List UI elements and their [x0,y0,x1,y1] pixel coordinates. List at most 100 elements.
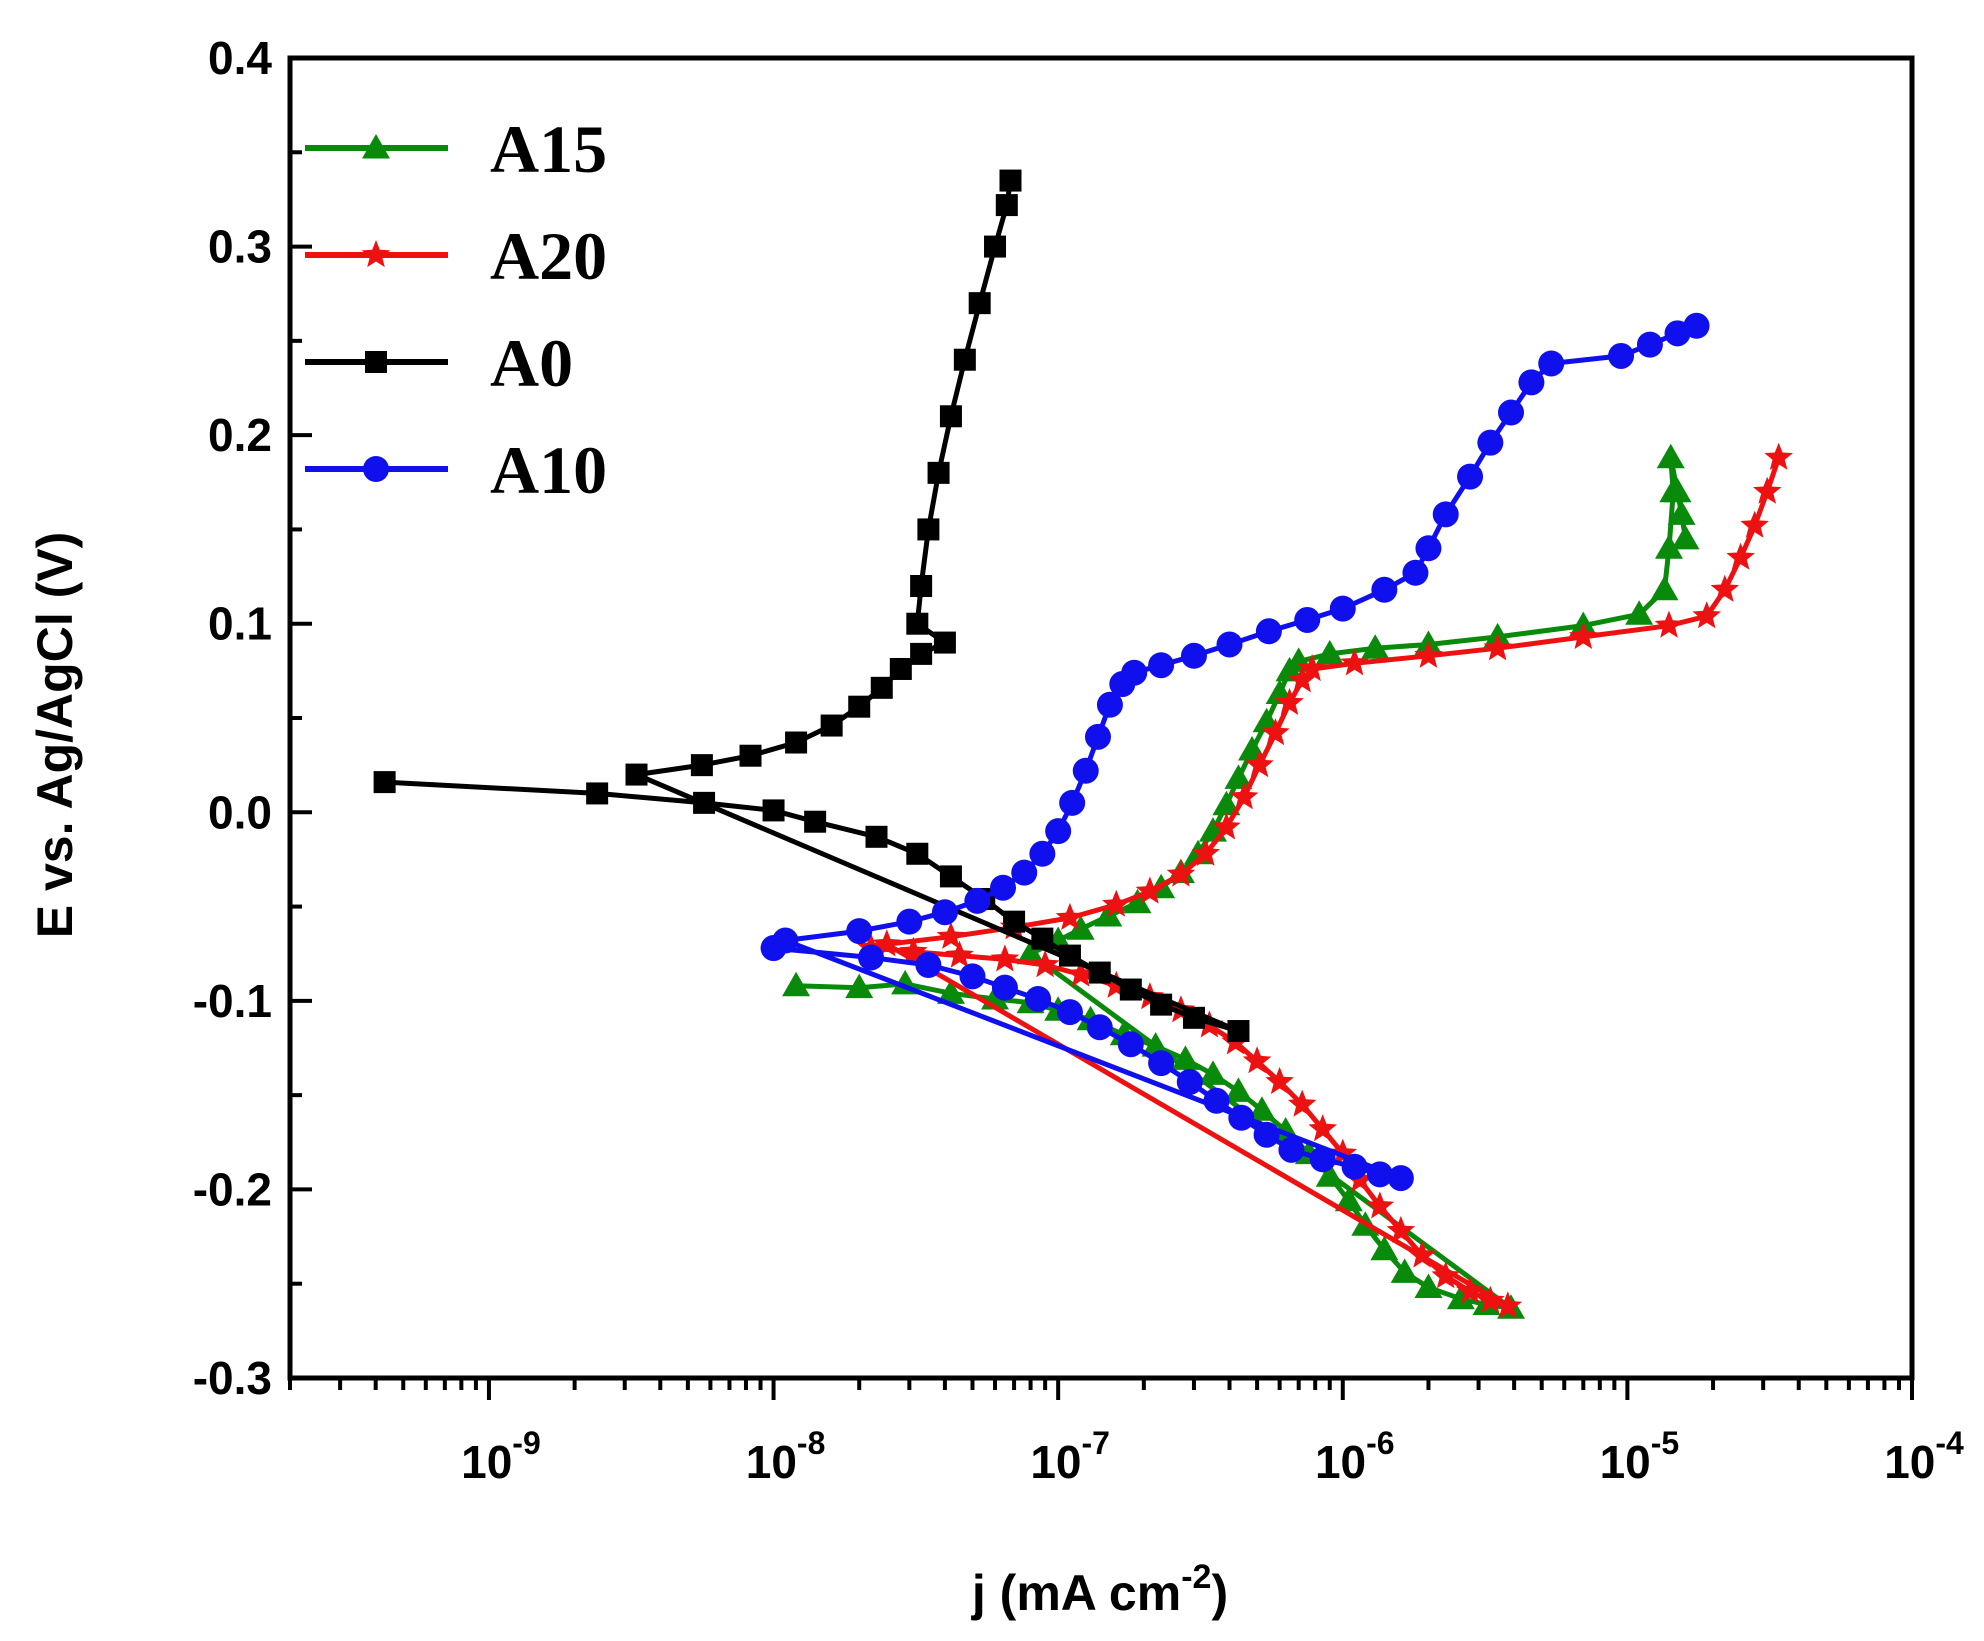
data-point-a10 [964,887,991,914]
data-point-a0 [999,169,1022,192]
data-point-a15 [1446,1284,1475,1310]
data-point-a20 [1710,574,1740,602]
y-tick-label: 0.2 [208,409,272,461]
data-point-a10 [1457,463,1484,490]
x-tick-label: 10-4 [1884,1425,1964,1488]
x-tick-exp: -9 [512,1425,540,1461]
data-layer [373,169,1793,1319]
data-point-a0 [690,754,713,777]
data-point-a15 [1334,1186,1363,1212]
y-tick-label: -0.1 [193,975,272,1027]
data-point-a10 [1497,399,1524,426]
x-tick-exp: -4 [1935,1425,1964,1461]
y-tick-label: 0.4 [208,32,272,84]
x-tick-base: 10 [461,1436,512,1488]
data-point-a10 [1025,985,1052,1012]
data-point-a20 [1569,621,1598,649]
legend-item-a15: A15 [305,111,607,187]
data-point-a10 [991,974,1018,1001]
data-point-a10 [1253,1121,1280,1148]
data-point-a20 [1287,665,1317,693]
data-point-a15 [1123,888,1152,914]
data-point-a10 [959,963,986,990]
x-tick-exp: -5 [1651,1425,1679,1461]
data-point-a10 [1309,1146,1336,1173]
legend-marker [362,134,390,159]
data-point-a0 [762,799,785,822]
data-point-a10 [1683,312,1710,339]
data-point-a20 [1386,1215,1416,1243]
data-point-a15 [1656,443,1685,469]
data-point-a10 [1056,999,1083,1026]
data-point-a15 [1671,524,1700,550]
data-point-a0 [939,405,962,428]
data-point-a20 [990,944,1020,972]
x-tick-label: 10-8 [746,1425,826,1488]
legend-item-a10: A10 [305,432,607,508]
data-point-a10 [1387,1165,1414,1192]
data-point-a10 [1045,818,1072,845]
data-point-a15 [1171,1045,1200,1070]
x-tick-exp: -7 [1082,1425,1110,1461]
data-point-a10 [989,874,1016,901]
data-point-a0 [1058,944,1081,967]
data-point-a0 [984,235,1007,258]
data-point-a10 [896,908,923,935]
data-point-a20 [945,940,974,968]
data-point-a20 [1212,812,1241,840]
data-point-a0 [927,461,950,484]
data-point-a10 [1636,331,1663,358]
data-point-a20 [1740,510,1769,538]
legend-item-a0: A0 [305,325,573,401]
legend-marker [363,456,389,482]
data-point-a20 [1764,442,1793,470]
data-point-a0 [968,292,991,315]
data-point-a10 [1203,1087,1230,1114]
data-point-a20 [1431,1261,1460,1289]
data-point-a10 [915,952,942,979]
data-point-a20 [1102,889,1131,917]
x-tick-base: 10 [746,1436,797,1488]
x-axis-label-end: ) [1211,1565,1228,1621]
data-point-a10 [1341,1153,1368,1180]
y-tick-label: 0.1 [208,598,272,650]
data-point-a10 [772,927,799,954]
data-point-a0 [820,714,843,737]
data-point-a10 [1011,859,1038,886]
data-point-a20 [1191,838,1220,866]
data-point-a0 [953,348,976,371]
data-point-a15 [1224,764,1253,789]
data-point-a10 [1029,840,1056,867]
legend-label: A10 [490,432,607,508]
data-point-a20 [1493,1291,1523,1319]
data-point-a20 [872,929,902,957]
data-point-a0 [917,518,940,541]
data-point-a20 [1229,782,1259,810]
data-point-a15 [1066,915,1095,940]
data-point-a0 [995,194,1018,217]
data-point-a20 [1692,601,1721,629]
data-point-a10 [931,899,958,926]
data-point-a10 [1176,1068,1203,1095]
axes: 0.40.30.20.10.0-0.1-0.2-0.310-9 10-8 10-7 1… [193,32,1964,1488]
data-point-a0 [906,842,929,865]
data-point-a20 [1328,1138,1357,1166]
data-point-a0 [939,865,962,888]
y-tick-label: -0.3 [193,1352,272,1404]
data-point-a15 [936,979,965,1004]
data-point-a20 [1265,1066,1294,1095]
legend-label: A0 [490,325,573,401]
data-point-a15 [845,973,874,999]
data-point-a10 [1072,757,1099,784]
data-point-a10 [1477,429,1504,456]
data-point-a20 [1135,876,1165,904]
data-point-a20 [1242,1046,1272,1074]
data-point-a0 [1031,927,1054,950]
x-axis-label-sup: -2 [1181,1558,1211,1596]
legend-marker [365,351,387,373]
data-point-a20 [1055,902,1085,930]
data-point-a20 [1476,1285,1505,1313]
x-axis-label-base: j (mA cm [971,1565,1181,1621]
data-point-a20 [1726,542,1755,570]
x-tick-base: 10 [1030,1436,1081,1488]
